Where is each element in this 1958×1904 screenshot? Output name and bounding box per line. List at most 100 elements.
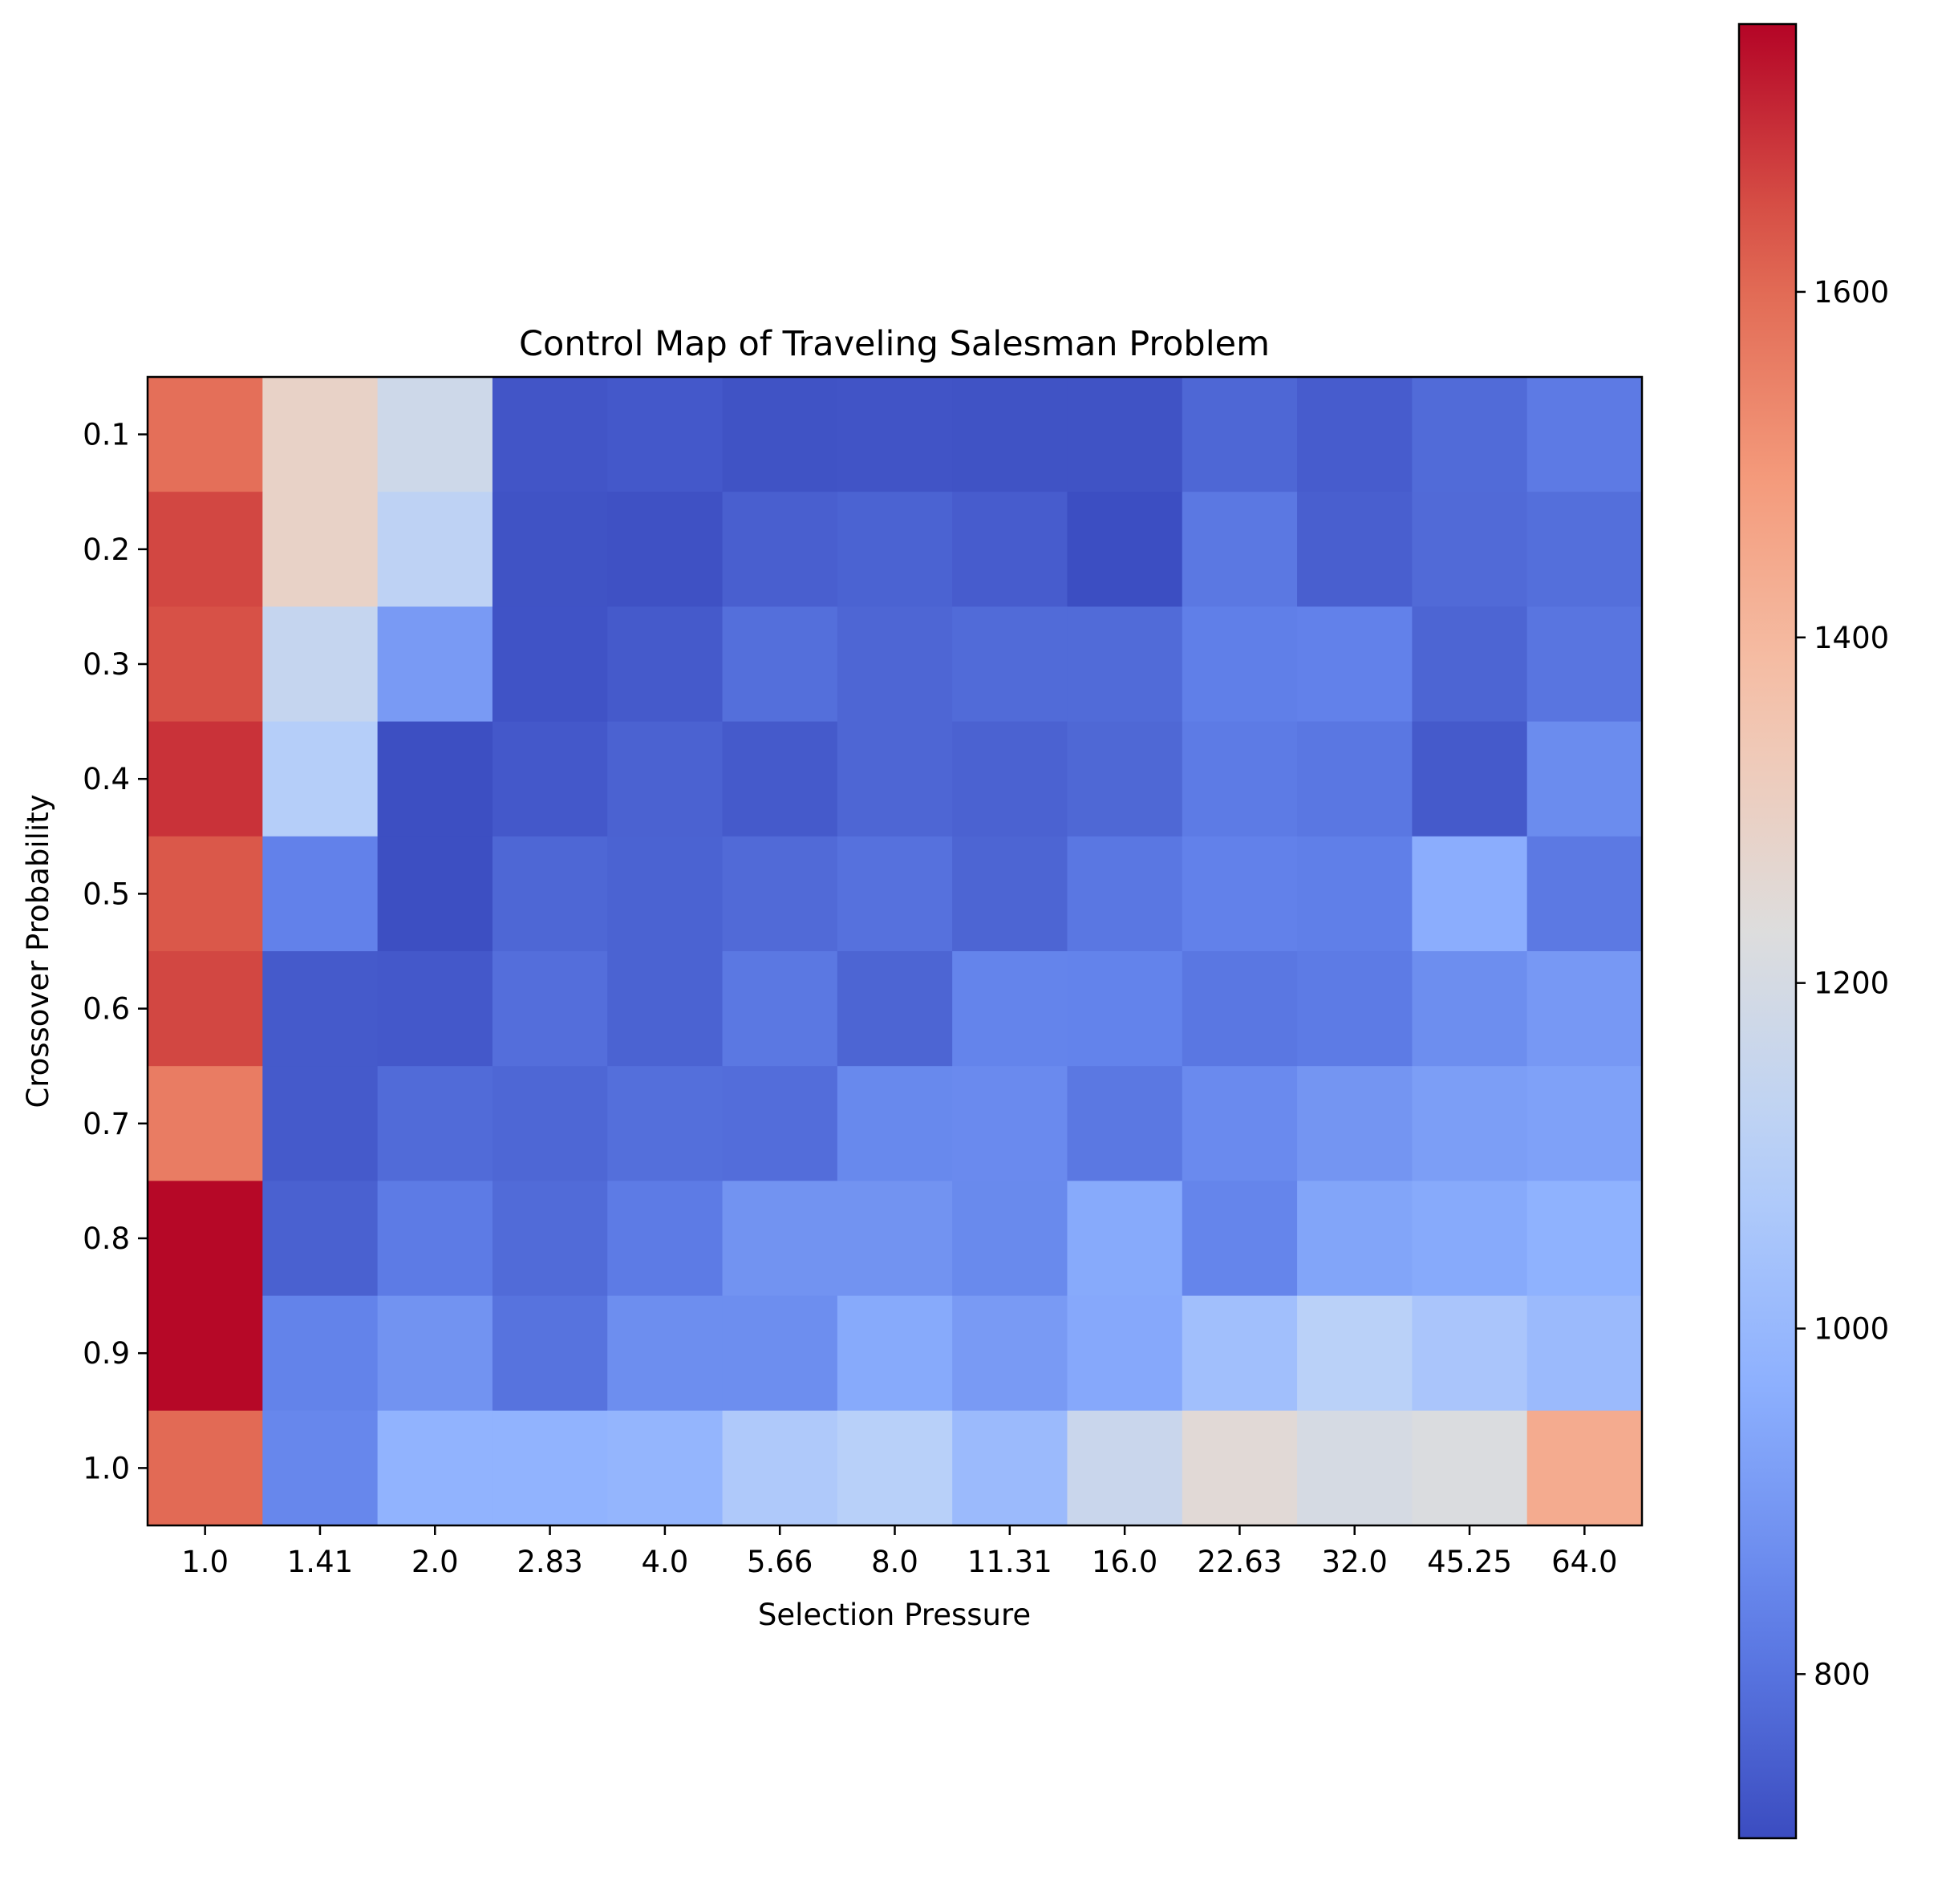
y-tick-label: 0.1 — [83, 418, 130, 452]
heatmap-cell — [492, 836, 608, 952]
heatmap-cell — [607, 951, 724, 1067]
heatmap-cell — [492, 377, 608, 492]
heatmap-cell — [722, 836, 838, 952]
heatmap-cell — [722, 721, 838, 837]
heatmap-cell — [1297, 951, 1413, 1067]
heatmap-cell — [377, 836, 493, 952]
heatmap-cell — [837, 492, 953, 607]
heatmap-cell — [952, 721, 1068, 837]
heatmap-cell — [607, 606, 724, 723]
heatmap-cell — [1067, 1181, 1183, 1297]
heatmap-cell — [1297, 1295, 1413, 1412]
heatmap-cell — [1412, 1410, 1528, 1526]
heatmap-cell — [1182, 1066, 1298, 1181]
heatmap-cell — [1526, 1295, 1643, 1412]
heatmap-cell — [1526, 606, 1643, 723]
heatmap-cell — [1526, 1066, 1643, 1181]
heatmap-cell — [148, 1181, 263, 1297]
heatmap-cell — [1297, 606, 1413, 723]
y-tick-label: 0.9 — [83, 1336, 130, 1371]
heatmap-cell — [1067, 377, 1183, 492]
heatmap-cell — [1182, 721, 1298, 837]
colorbar-tick-label: 1600 — [1814, 275, 1889, 310]
heatmap-cell — [722, 951, 838, 1067]
x-tick-label: 1.41 — [287, 1545, 353, 1579]
heatmap-cell — [492, 1410, 608, 1526]
y-tick-label: 0.5 — [83, 877, 130, 911]
heatmap-cell — [1297, 1066, 1413, 1181]
heatmap-cell — [1297, 1181, 1413, 1297]
heatmap-cell — [1297, 492, 1413, 607]
heatmap-cell — [1526, 492, 1643, 607]
x-tick-label: 8.0 — [871, 1545, 918, 1579]
heatmap-cell — [607, 377, 724, 492]
x-tick-label: 5.66 — [747, 1545, 813, 1579]
heatmap-cell — [1297, 836, 1413, 952]
x-tick-label: 22.63 — [1197, 1545, 1282, 1579]
heatmap-cell — [837, 1181, 953, 1297]
heatmap-cell — [837, 836, 953, 952]
heatmap-cell — [262, 836, 379, 952]
heatmap-cell — [262, 951, 379, 1067]
x-tick-label: 45.25 — [1427, 1545, 1512, 1579]
heatmap-cell — [1297, 377, 1413, 492]
heatmap-cell — [1412, 1181, 1528, 1297]
heatmap-cell — [1067, 492, 1183, 607]
heatmap-cell — [1182, 606, 1298, 723]
heatmap-cell — [607, 1295, 724, 1412]
heatmap-cell — [952, 377, 1068, 492]
heatmap-cell — [148, 377, 263, 492]
heatmap-cell — [492, 721, 608, 837]
heatmap-cell — [377, 1066, 493, 1181]
heatmap-cell — [607, 836, 724, 952]
heatmap-cell — [952, 1181, 1068, 1297]
heatmap-cell — [148, 1410, 263, 1526]
heatmap-cell — [1067, 1295, 1183, 1412]
heatmap-cell — [262, 606, 379, 723]
heatmap-cell — [1067, 1410, 1183, 1526]
heatmap-cell — [492, 1295, 608, 1412]
heatmap-cell — [837, 1066, 953, 1181]
heatmap-cell — [837, 377, 953, 492]
heatmap-cell — [262, 1410, 379, 1526]
heatmap-cell — [148, 1295, 263, 1412]
heatmap-cell — [377, 377, 493, 492]
heatmap-cell — [722, 492, 838, 607]
heatmap-cell — [377, 1181, 493, 1297]
y-tick-label: 0.3 — [83, 647, 130, 682]
heatmap-cell — [607, 721, 724, 837]
heatmap-cell — [722, 377, 838, 492]
x-tick-label: 16.0 — [1092, 1545, 1157, 1579]
heatmap-cell — [377, 606, 493, 723]
x-tick-label: 11.31 — [967, 1545, 1052, 1579]
heatmap-cell — [1412, 1295, 1528, 1412]
colorbar-tick-label: 1000 — [1814, 1311, 1889, 1346]
x-tick-label: 64.0 — [1551, 1545, 1617, 1579]
heatmap-cell — [148, 721, 263, 837]
colorbar-ticks: 800 1000 1200 1400 1600 — [1796, 275, 1889, 1691]
heatmap-cell — [952, 1295, 1068, 1412]
heatmap-cell — [148, 492, 263, 607]
colorbar-tick-label: 1200 — [1814, 966, 1889, 1001]
heatmap-cell — [952, 492, 1068, 607]
y-tick-label: 0.8 — [83, 1221, 130, 1256]
y-axis-ticks: 0.1 0.2 0.3 0.4 0.5 0.6 0.7 0.8 0.9 1.0 — [83, 418, 148, 1485]
heatmap-cell — [377, 721, 493, 837]
x-tick-label: 2.0 — [411, 1545, 459, 1579]
heatmap-cell — [148, 1066, 263, 1181]
heatmap-cell — [377, 492, 493, 607]
heatmap-cell — [377, 1410, 493, 1526]
heatmap-cell — [1067, 606, 1183, 723]
heatmap-cell — [607, 1410, 724, 1526]
heatmap-cells — [148, 377, 1643, 1526]
heatmap-cell — [607, 1181, 724, 1297]
y-axis-label: Crossover Probability — [21, 794, 55, 1108]
x-axis-ticks: 1.0 1.41 2.0 2.83 4.0 5.66 8.0 11.31 16.0 22.63 32… — [181, 1525, 1618, 1579]
chart-title: Control Map of Traveling Salesman Proble… — [519, 324, 1270, 364]
heatmap-cell — [148, 836, 263, 952]
heatmap-cell — [1412, 951, 1528, 1067]
heatmap-cell — [262, 1181, 379, 1297]
heatmap-cell — [1412, 606, 1528, 723]
heatmap-cell — [952, 1410, 1068, 1526]
